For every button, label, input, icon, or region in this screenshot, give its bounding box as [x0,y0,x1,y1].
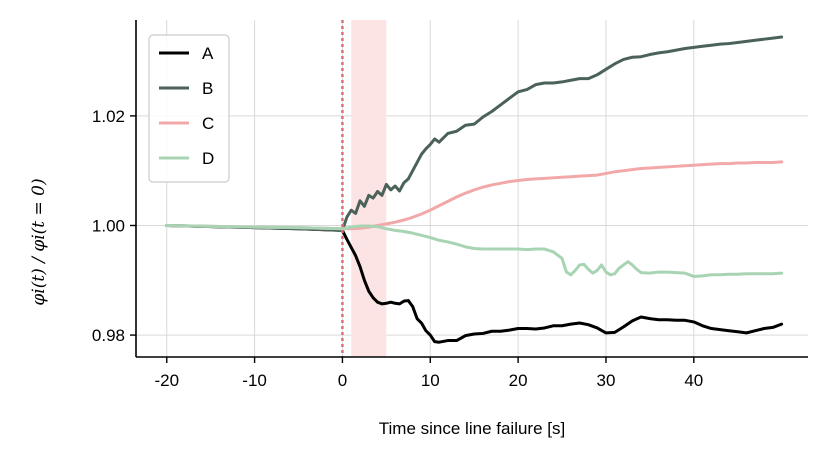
x-ticks: -20 -10 0 10 20 30 40 [154,357,703,390]
axes [135,20,808,358]
shaded-interval-rect [351,20,387,357]
legend-label-A: A [202,44,214,63]
y-tick-label: 1.02 [92,107,125,126]
y-tick-label: 1.00 [92,216,125,235]
y-axis-label: φi(t) / φi(t = 0) [29,178,49,305]
x-axis-label: Time since line failure [s] [379,419,565,438]
x-tick-label: 20 [509,371,528,390]
legend-box [148,34,230,183]
y-tick-label: 0.98 [92,326,125,345]
legend-label-C: C [202,114,214,133]
x-tick-label: -10 [242,371,267,390]
x-tick-label: 30 [596,371,615,390]
x-tick-label: 0 [338,371,347,390]
series-line-A [165,223,784,344]
grid [136,20,808,357]
x-tick-label: 40 [684,371,703,390]
legend-label-D: D [202,149,214,168]
series-line-D [165,223,784,278]
series-line-C [165,160,784,231]
x-tick-label: -20 [154,371,179,390]
series-lines [165,35,784,344]
x-tick-label: 10 [421,371,440,390]
y-ticks: 0.98 1.00 1.02 [92,107,136,345]
failure-shaded-interval [351,20,387,357]
series-line-B [165,35,784,232]
legend-label-B: B [202,79,213,98]
